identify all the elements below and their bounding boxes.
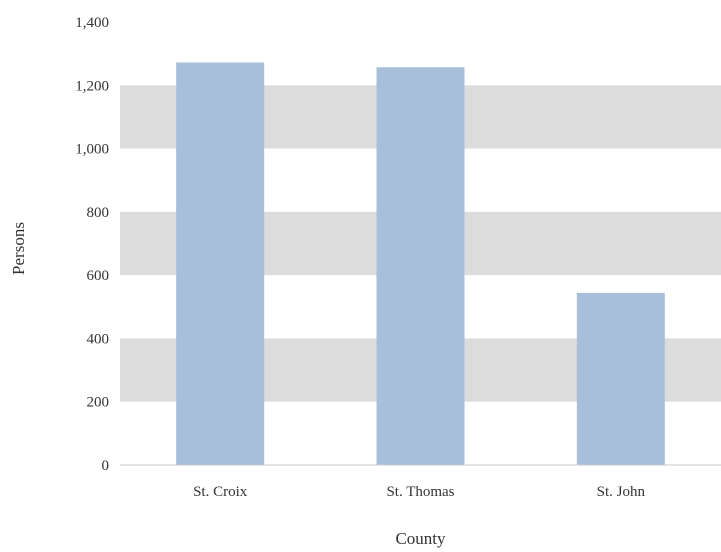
- y-tick-label: 1,000: [75, 142, 109, 158]
- bar: [376, 67, 465, 466]
- y-tick-label: 0: [102, 458, 110, 474]
- y-axis-ticks: 0 200 400 600 800 1,000 1,200 1,400: [75, 15, 109, 474]
- bars: [176, 62, 665, 466]
- y-tick-label: 600: [87, 268, 110, 284]
- bar: [576, 292, 665, 465]
- y-tick-label: 200: [87, 395, 110, 411]
- y-tick-label: 800: [87, 205, 110, 221]
- y-tick-label: 1,200: [75, 78, 109, 94]
- y-tick-label: 1,400: [75, 15, 109, 31]
- x-tick-label: St. John: [597, 484, 646, 500]
- y-tick-label: 400: [87, 331, 110, 347]
- y-axis-title: Persons: [9, 222, 28, 275]
- x-axis-title: County: [395, 529, 446, 548]
- x-tick-label: St. Croix: [193, 484, 248, 500]
- bar: [176, 62, 265, 465]
- x-tick-label: St. Thomas: [386, 484, 454, 500]
- x-axis-ticks: St. Croix St. Thomas St. John: [193, 484, 645, 500]
